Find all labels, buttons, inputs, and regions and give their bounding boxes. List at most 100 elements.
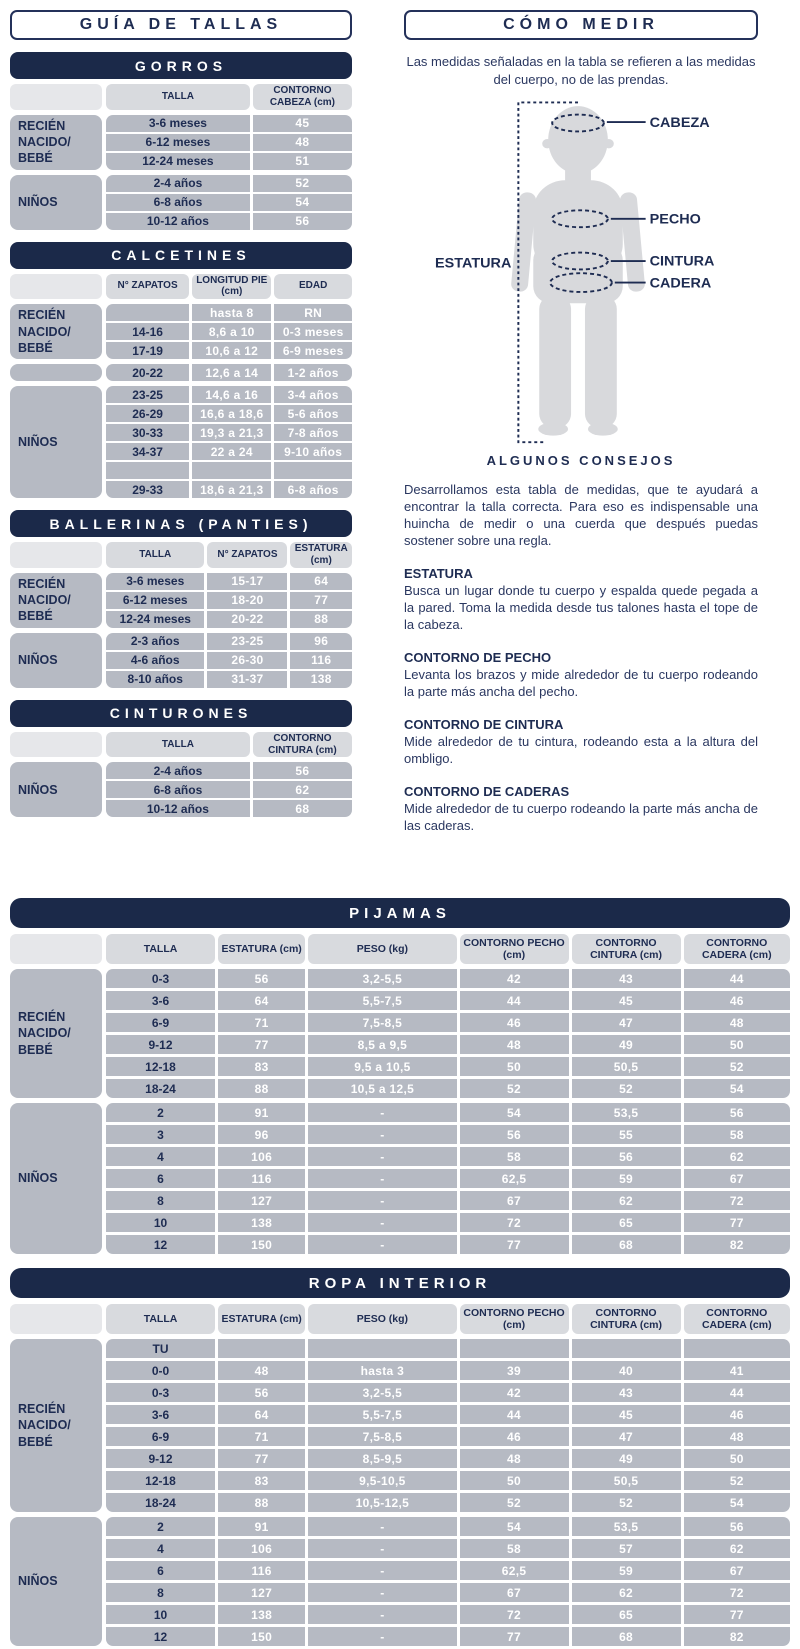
value-cell: 48 — [459, 1449, 569, 1468]
value-cell: - — [308, 1169, 457, 1188]
table-row: 3-6 meses 15-17 64 — [106, 572, 352, 590]
table-row: 10-12 años 56 — [106, 212, 352, 230]
value-cell: 18,6 a 21,3 — [192, 481, 272, 499]
row-group-label: RECIÉN NACIDO/ BEBÉ — [10, 304, 102, 360]
table-header-row: TALLA CONTORNO CINTURA (cm) — [10, 731, 352, 758]
value-cell: 20-22 — [207, 610, 288, 628]
group-rows: 0-3 56 3,2-5,5 42 43 44 3-6 64 5,5-7,5 44 45 46 6-9 7… — [106, 969, 790, 1098]
value-cell: 9,5-10,5 — [308, 1471, 457, 1490]
table-group: RECIÉN NACIDO/ BEBÉ 3-6 meses 15-17 64 6-12 … — [10, 572, 352, 628]
size-label-cell: 12 — [106, 1627, 216, 1646]
value-cell: 46 — [459, 1427, 569, 1446]
column-header: CONTORNO CINTURA (cm) — [571, 1304, 681, 1334]
value-cell: 23-25 — [207, 632, 288, 650]
gorros-table: GORROS TALLA CONTORNO CABEZA (cm) RECIÉN N… — [10, 52, 352, 230]
value-cell: 52 — [571, 1493, 681, 1512]
value-cell: 56 — [683, 1103, 790, 1122]
table-row: 4 106-58 57 62 — [106, 1539, 790, 1558]
value-cell: 42 — [459, 1383, 569, 1402]
value-cell: 62,5 — [459, 1169, 569, 1188]
size-label-cell: 6 — [106, 1169, 216, 1188]
column-header: TALLA — [106, 934, 216, 964]
column-header: N° ZAPATOS — [207, 542, 288, 568]
value-cell: 52 — [459, 1493, 569, 1512]
value-cell: 1-2 años — [274, 364, 352, 382]
cabeza-measure-ellipse — [551, 113, 605, 133]
value-cell: 14,6 a 16 — [192, 386, 272, 404]
value-cell: 8,5 a 9,5 — [308, 1035, 457, 1054]
table-row: 9-12 77 8,5-9,5 48 49 50 — [106, 1449, 790, 1468]
value-cell: 45 — [571, 1405, 681, 1424]
corner-cell — [10, 1304, 102, 1334]
size-label-cell: 0-0 — [106, 1361, 216, 1380]
table-row: 4 106-58 56 62 — [106, 1147, 790, 1166]
table-row: 3-6 meses 45 — [106, 114, 352, 132]
table-group: NIÑOS 23-25 14,6 a 16 3-4 años 26-29 16,6 a 1… — [10, 386, 352, 499]
value-cell: 58 — [459, 1147, 569, 1166]
value-cell: 56 — [459, 1125, 569, 1144]
row-group-label: NIÑOS — [10, 386, 102, 499]
group-rows: 3-6 meses 45 6-12 meses 48 12-24 meses 51 — [106, 114, 352, 170]
value-cell: 46 — [683, 1405, 790, 1424]
value-cell: 10,6 a 12 — [192, 342, 272, 360]
table-row: 29-33 18,6 a 21,3 6-8 años — [106, 481, 352, 499]
table-group: NIÑOS 2-4 años 52 6-8 años 54 10-12 años 56 — [10, 174, 352, 230]
value-cell: 8,5-9,5 — [308, 1449, 457, 1468]
value-cell: 64 — [218, 991, 306, 1010]
size-label-cell: 12-24 meses — [106, 610, 205, 628]
value-cell: - — [308, 1235, 457, 1254]
gorros-table-title: GORROS — [10, 52, 352, 79]
column-header: LONGITUD PIE (cm) — [192, 273, 272, 300]
row-group-label: RECIÉN NACIDO/ BEBÉ — [10, 572, 102, 628]
table-row: 6-8 años 54 — [106, 193, 352, 211]
ropa-interior-table-title: ROPA INTERIOR — [10, 1268, 790, 1298]
size-label-cell: 30-33 — [106, 424, 190, 442]
value-cell: 55 — [571, 1125, 681, 1144]
size-label-cell: TU — [106, 1339, 216, 1358]
row-group-label: RECIÉN NACIDO/ BEBÉ — [10, 114, 102, 170]
size-label-cell: 10 — [106, 1605, 216, 1624]
tip-heading: CONTORNO DE CINTURA — [404, 717, 564, 733]
value-cell — [192, 462, 272, 480]
value-cell: 67 — [459, 1583, 569, 1602]
consejos-title: ALGUNOS CONSEJOS — [486, 452, 676, 468]
table-header-row: TALLA CONTORNO CABEZA (cm) — [10, 84, 352, 110]
value-cell: 43 — [571, 1383, 681, 1402]
calcetines-table-title: CALCETINES — [10, 241, 352, 269]
value-cell: 51 — [252, 152, 352, 170]
table-row: 3-6 64 5,5-7,5 44 45 46 — [106, 991, 790, 1010]
size-label-cell: 23-25 — [106, 386, 190, 404]
value-cell: 65 — [571, 1605, 681, 1624]
value-cell: 18-20 — [207, 591, 288, 609]
column-header: CONTORNO CADERA (cm) — [683, 934, 790, 964]
value-cell: 138 — [218, 1605, 306, 1624]
size-label-cell: 9-12 — [106, 1449, 216, 1468]
tip-body: Mide alrededor de tu cuerpo rodeando la … — [404, 801, 758, 834]
child-silhouette-diagram: CABEZA PECHO CINTURA CADERA ESTATURA — [435, 101, 714, 443]
value-cell: 56 — [252, 212, 352, 230]
value-cell: 77 — [459, 1235, 569, 1254]
value-cell: 7,5-8,5 — [308, 1013, 457, 1032]
table-row: 17-19 10,6 a 12 6-9 meses — [106, 342, 352, 360]
value-cell: 50 — [459, 1471, 569, 1490]
value-cell: 26-30 — [207, 651, 288, 669]
value-cell: 31-37 — [207, 670, 288, 688]
value-cell: hasta 3 — [308, 1361, 457, 1380]
size-label-cell: 4 — [106, 1539, 216, 1558]
value-cell: 49 — [571, 1035, 681, 1054]
size-label-cell: 20-22 — [106, 364, 190, 382]
value-cell: 127 — [218, 1191, 306, 1210]
table-group: RECIÉN NACIDO/ BEBÉ 3-6 meses 45 6-12 meses… — [10, 114, 352, 170]
calcetines-table: CALCETINES N° ZAPATOS LONGITUD PIE (cm) ED… — [10, 241, 352, 499]
column-header: CONTORNO CADERA (cm) — [683, 1304, 790, 1334]
value-cell: 72 — [459, 1605, 569, 1624]
measurement-diagram: CABEZA PECHO CINTURA CADERA ESTATURA — [404, 93, 758, 445]
value-cell: 54 — [683, 1493, 790, 1512]
value-cell: 44 — [459, 1405, 569, 1424]
value-cell: - — [308, 1125, 457, 1144]
table-row: 20-22 12,6 a 14 1-2 años — [106, 364, 352, 382]
value-cell: 91 — [218, 1103, 306, 1122]
value-cell: 50,5 — [571, 1471, 681, 1490]
value-cell: 96 — [290, 632, 352, 650]
diagram-label-cabeza: CABEZA — [650, 114, 710, 130]
